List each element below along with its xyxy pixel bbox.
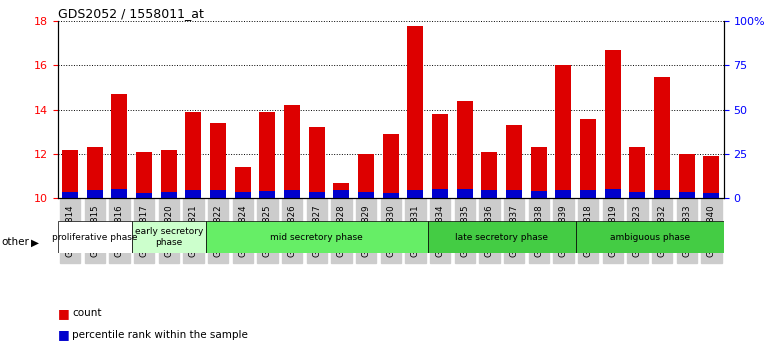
Bar bbox=[629, 192, 645, 198]
Text: count: count bbox=[72, 308, 102, 318]
Bar bbox=[112, 94, 128, 198]
Bar bbox=[235, 192, 251, 198]
Bar bbox=[309, 127, 325, 198]
Bar bbox=[161, 192, 177, 198]
Bar bbox=[62, 150, 78, 198]
Bar bbox=[87, 190, 102, 198]
Text: ambiguous phase: ambiguous phase bbox=[610, 233, 690, 242]
Bar bbox=[457, 101, 473, 198]
Bar bbox=[604, 189, 621, 198]
Bar bbox=[679, 192, 695, 198]
Bar bbox=[629, 147, 645, 198]
Bar bbox=[383, 193, 399, 198]
Text: ■: ■ bbox=[58, 328, 69, 341]
Bar bbox=[428, 221, 576, 253]
Bar bbox=[481, 152, 497, 198]
Bar bbox=[679, 154, 695, 198]
Bar bbox=[206, 221, 428, 253]
Bar bbox=[358, 192, 374, 198]
Bar bbox=[62, 192, 78, 198]
Bar bbox=[432, 189, 448, 198]
Bar bbox=[259, 191, 276, 198]
Bar bbox=[58, 221, 132, 253]
Bar bbox=[284, 105, 300, 198]
Bar bbox=[654, 190, 670, 198]
Bar bbox=[358, 154, 374, 198]
Bar bbox=[580, 119, 596, 198]
Text: percentile rank within the sample: percentile rank within the sample bbox=[72, 330, 248, 339]
Bar bbox=[235, 167, 251, 198]
Text: ■: ■ bbox=[58, 307, 69, 320]
Bar bbox=[136, 193, 152, 198]
Bar bbox=[210, 190, 226, 198]
Bar bbox=[506, 190, 522, 198]
Bar bbox=[576, 221, 724, 253]
Bar bbox=[186, 112, 202, 198]
Text: late secretory phase: late secretory phase bbox=[455, 233, 548, 242]
Bar bbox=[309, 192, 325, 198]
Bar bbox=[333, 183, 350, 198]
Bar bbox=[704, 156, 719, 198]
Text: proliferative phase: proliferative phase bbox=[52, 233, 138, 242]
Bar bbox=[432, 114, 448, 198]
Bar bbox=[407, 25, 424, 198]
Text: ▶: ▶ bbox=[31, 238, 38, 247]
Bar bbox=[112, 189, 128, 198]
Bar bbox=[136, 152, 152, 198]
Bar bbox=[555, 190, 571, 198]
Bar bbox=[555, 65, 571, 198]
Bar bbox=[186, 190, 202, 198]
Text: GDS2052 / 1558011_at: GDS2052 / 1558011_at bbox=[58, 7, 203, 20]
Bar bbox=[259, 112, 276, 198]
Bar bbox=[87, 147, 102, 198]
Text: other: other bbox=[2, 238, 29, 247]
Bar bbox=[161, 150, 177, 198]
Bar bbox=[333, 190, 350, 198]
Bar bbox=[210, 123, 226, 198]
Bar bbox=[407, 190, 424, 198]
Bar bbox=[531, 191, 547, 198]
Text: mid secretory phase: mid secretory phase bbox=[270, 233, 363, 242]
Bar bbox=[604, 50, 621, 198]
Bar bbox=[284, 190, 300, 198]
Bar bbox=[383, 134, 399, 198]
Bar bbox=[531, 147, 547, 198]
Text: early secretory
phase: early secretory phase bbox=[135, 228, 203, 247]
Bar bbox=[654, 76, 670, 198]
Bar bbox=[704, 193, 719, 198]
Bar bbox=[132, 221, 206, 253]
Bar bbox=[506, 125, 522, 198]
Bar bbox=[481, 190, 497, 198]
Bar bbox=[580, 190, 596, 198]
Bar bbox=[457, 189, 473, 198]
